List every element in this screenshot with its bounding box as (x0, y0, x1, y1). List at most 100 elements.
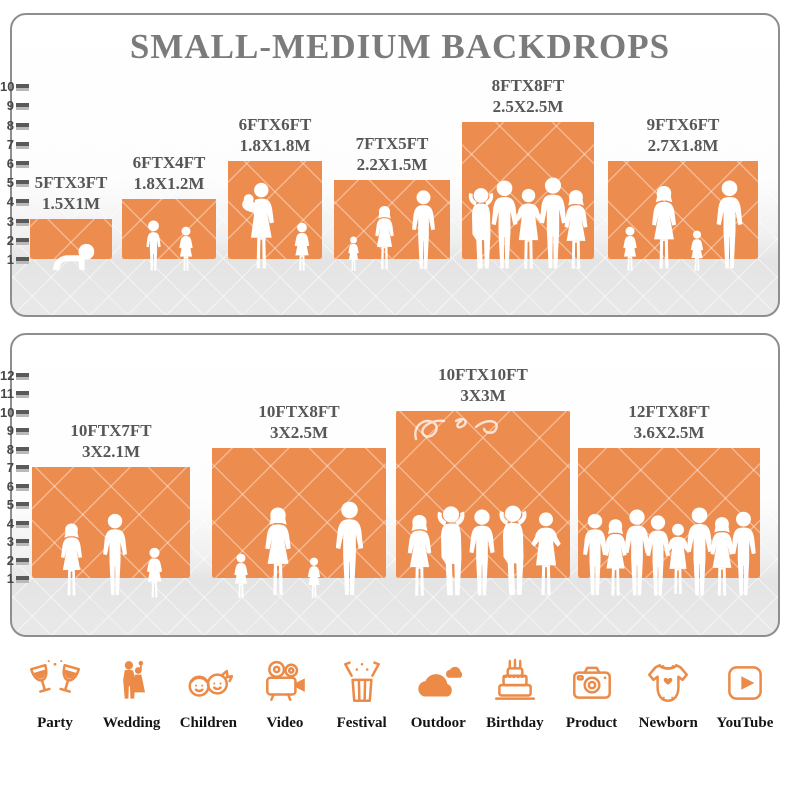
ruler-number: 9 (6, 422, 14, 438)
backdrop-canvas (30, 219, 112, 259)
page-title: SMALL-MEDIUM BACKDROPS (129, 27, 671, 66)
ruler-tick (16, 558, 29, 562)
ruler-number: 12 (0, 367, 15, 383)
man-silhouette (726, 511, 761, 599)
ruler-tick (16, 410, 29, 414)
size-m: 2.2X1.5M (356, 154, 428, 174)
category-newborn: Newborn (635, 658, 701, 732)
size-m: 3X2.1M (81, 441, 141, 461)
ruler-number: 6 (6, 155, 14, 171)
woman-silhouette (55, 523, 88, 599)
toddler-silhouette (345, 236, 362, 272)
child-silhouette (304, 557, 324, 599)
size-m: 2.5X2.5M (492, 96, 564, 116)
ruler-number: 10 (0, 404, 15, 420)
category-label: Outdoor (410, 715, 466, 731)
category-label: Festival (336, 715, 387, 731)
baby-silhouette (47, 242, 96, 272)
silhouette-group (396, 503, 570, 599)
ruler-number: 10 (0, 78, 15, 94)
ruler-tick (16, 576, 29, 580)
category-label: Birthday (486, 715, 544, 731)
silhouette-group (30, 242, 112, 272)
party-glasses-icon (30, 660, 80, 693)
ruler-number: 1 (6, 570, 14, 586)
category-youtube: YouTube (712, 658, 778, 732)
festival-gift-icon (343, 661, 380, 702)
woman-silhouette (558, 190, 594, 272)
birthday-cake-icon (494, 658, 535, 700)
size-m: 2.7X1.8M (647, 135, 719, 155)
silhouette-group (228, 182, 322, 272)
backdrop-8ftx8ft: 8FTX8FT 2.5X2.5M (462, 76, 594, 259)
backdrop-7ftx5ft: 7FTX5FT 2.2X1.5M (334, 134, 450, 259)
ruler-mark: 3 (0, 533, 29, 549)
ruler-number: 2 (6, 552, 14, 568)
backdrop-9ftx6ft: 9FTX6FT 2.7X1.8M (608, 115, 758, 259)
size-label: 10FTX8FT 3X2.5M (258, 401, 339, 444)
woman-silhouette (645, 186, 683, 272)
size-label: 7FTX5FT 2.2X1.5M (356, 133, 429, 176)
size-label: 10FTX7FT 3X2.1M (70, 420, 151, 463)
backdrop-10ftx10ft: 10FTX10FT 3X3M (396, 365, 570, 578)
ruler-number: 8 (6, 441, 14, 457)
category-product: Product (559, 658, 625, 732)
size-ft: 9FTX6FT (646, 114, 720, 134)
ruler-tick (16, 447, 29, 451)
size-label: 8FTX8FT 2.5X2.5M (492, 75, 565, 118)
category-label: Party (37, 715, 73, 731)
size-m: 3.6X2.5M (633, 422, 705, 442)
ruler-mark: 10 (0, 404, 29, 420)
man-silhouette (98, 513, 132, 599)
category-label: Wedding (102, 715, 161, 731)
video-camera-icon (266, 660, 305, 701)
man-silhouette (330, 501, 369, 599)
ruler-number: 6 (6, 478, 14, 494)
girl-silhouette (230, 553, 252, 599)
ruler-mark: 7 (0, 460, 29, 475)
ruler-number: 3 (6, 533, 14, 549)
ruler-tick (16, 142, 29, 146)
ruler-number: 4 (6, 193, 14, 209)
backdrop-10ftx7ft: 10FTX7FT 3X2.1M (32, 421, 190, 578)
ruler-tick (16, 428, 29, 432)
ruler-tick (16, 161, 29, 165)
category-wedding: Wedding (99, 658, 165, 732)
ruler-tick (16, 84, 29, 88)
ruler-mark: 1 (0, 251, 29, 267)
ruler-number: 1 (6, 251, 14, 267)
man-silhouette (711, 180, 748, 272)
size-m: 1.8X1.8M (239, 135, 311, 155)
silhouette-group (578, 507, 760, 599)
ruler-tick (16, 257, 29, 261)
size-ft: 6FTX4FT (132, 152, 206, 172)
backdrop-canvas (228, 161, 322, 259)
size-m: 3X2.5M (269, 422, 329, 442)
size-ft: 8FTX8FT (491, 75, 565, 95)
backdrop-10ftx8ft: 10FTX8FT 3X2.5M (212, 402, 386, 578)
boy-silhouette (142, 220, 165, 272)
size-ft: 7FTX5FT (355, 133, 429, 153)
ruler-number: 2 (6, 232, 14, 248)
girl-silhouette (142, 547, 167, 599)
size-label: 10FTX10FT 3X3M (438, 364, 528, 407)
size-label: 9FTX6FT 2.7X1.8M (647, 114, 720, 157)
silhouette-group (608, 180, 758, 272)
ruler-mark: 10 (0, 78, 29, 94)
backdrop-canvas (122, 199, 216, 259)
baby-onesie-icon (648, 664, 689, 702)
ruler-mark: 2 (0, 552, 29, 568)
ruler-tick (16, 539, 29, 543)
ruler-mark: 6 (0, 478, 29, 494)
ruler-number: 11 (0, 385, 14, 401)
ruler-tick (16, 219, 29, 223)
size-label: 6FTX6FT 1.8X1.8M (239, 114, 312, 157)
backdrop-5ftx3ft: 5FTX3FT 1.5X1M (30, 173, 112, 259)
ruler-number: 3 (6, 213, 14, 229)
backdrop-canvas (578, 448, 760, 578)
category-label: Product (565, 715, 618, 731)
size-label: 6FTX4FT 1.8X1.2M (133, 152, 206, 195)
clouds-icon (418, 666, 463, 697)
ruler-number: 5 (6, 496, 14, 512)
